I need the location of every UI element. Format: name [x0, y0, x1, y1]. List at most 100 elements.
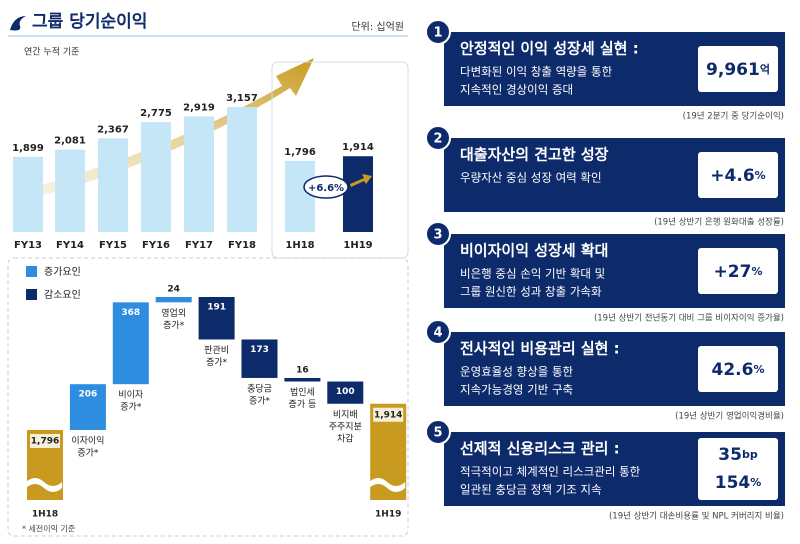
category-label: 이자이익	[71, 435, 104, 447]
figure-value: 42.6	[712, 360, 754, 380]
x-tick-label: 1H19	[375, 510, 401, 520]
figure-value: 154	[715, 473, 751, 493]
figure: 42.6%	[712, 360, 765, 380]
figure-value: 35	[718, 445, 742, 465]
value-label: 2,775	[140, 108, 172, 119]
bar	[98, 138, 128, 232]
point-number: 1	[433, 26, 442, 41]
value-label: 1,914	[374, 410, 402, 420]
waterfall-bar	[241, 339, 278, 378]
figure-box	[698, 248, 778, 294]
value-label: 1,899	[12, 143, 44, 154]
legend-swatch	[26, 289, 37, 300]
figure-box	[698, 46, 778, 92]
point-desc: 그룹 원신한 성과 창출 가속화	[460, 285, 602, 299]
category-label: 주주지분	[329, 421, 362, 432]
legend-label: 증가요인	[44, 266, 81, 278]
figure-value: +27	[714, 262, 752, 282]
value-label: 1,796	[31, 437, 59, 447]
value-label: 2,919	[183, 102, 215, 113]
point-desc: 다변화된 이익 창출 역량을 통한	[460, 65, 613, 79]
figure-value: +4.6	[710, 166, 754, 186]
point-note: (19년 상반기 대손비용률 및 NPL 커버리지 비율)	[609, 511, 784, 522]
figure: 154%	[715, 473, 762, 493]
value-label: 24	[167, 285, 180, 295]
figure-box	[698, 152, 778, 198]
x-tick-label: FY18	[228, 240, 256, 251]
bar	[55, 149, 85, 232]
figure-box	[698, 438, 778, 500]
point-badge	[425, 319, 451, 345]
value-label: 2,081	[54, 136, 86, 147]
figure-unit: %	[753, 363, 764, 376]
category-label: 증가*	[120, 402, 142, 413]
unit-label: 단위: 십억원	[351, 20, 404, 33]
value-label: 1,796	[284, 147, 316, 158]
figure: 9,961억	[706, 60, 770, 80]
x-tick-label: FY15	[99, 240, 127, 251]
point-badge	[425, 221, 451, 247]
bar	[227, 107, 257, 232]
bar	[13, 156, 43, 232]
legend-label: 감소요인	[44, 289, 81, 301]
point-note: (19년 상반기 은행 원화대출 성장률)	[654, 217, 784, 228]
waterfall-bar	[284, 377, 321, 382]
label-box	[373, 407, 404, 422]
category-label: 증가 등	[289, 399, 317, 410]
point-badge	[425, 19, 451, 45]
figure-unit: %	[751, 265, 762, 278]
growth-badge	[303, 175, 349, 199]
figure-box	[698, 346, 778, 392]
point-note: (19년 상반기 영업이익경비율)	[675, 411, 784, 422]
waterfall-bar	[69, 384, 106, 430]
category-label: 비지배	[333, 409, 358, 420]
bar	[184, 116, 214, 232]
x-tick-label: FY13	[14, 240, 42, 251]
point-desc: 운영효율성 향상을 통한	[460, 365, 574, 379]
value-label: 206	[79, 390, 98, 400]
point-title: 대출자산의 견고한 성장	[460, 146, 609, 164]
point-desc: 적극적이고 체계적인 리스크관리 통한	[460, 465, 641, 479]
x-tick-label: FY17	[185, 240, 213, 251]
category-label: 법인세	[290, 387, 315, 398]
figure: 35bp	[718, 445, 758, 465]
figure: +4.6%	[710, 166, 765, 186]
value-label: 191	[207, 303, 226, 313]
growth-label: +6.6%	[308, 183, 344, 194]
x-tick-label: 1H18	[285, 240, 314, 251]
category-label: 증가*	[77, 448, 99, 459]
legend-swatch	[26, 266, 37, 277]
point-number: 4	[433, 326, 442, 341]
logo-icon	[10, 16, 26, 31]
x-tick-label: FY14	[56, 240, 84, 251]
category-label: 증가*	[206, 357, 228, 368]
point-note: (19년 상반기 전년동기 대비 그룹 비이자이익 증가율)	[594, 313, 784, 324]
figure-unit: %	[755, 169, 766, 182]
x-tick-label: 1H19	[343, 240, 372, 251]
category-label: 영업외	[161, 307, 186, 319]
point-desc: 지속적인 경상이익 증대	[460, 83, 573, 97]
figure: +27%	[714, 262, 763, 282]
axis-break	[26, 478, 62, 492]
bar	[285, 160, 315, 232]
page-title: 그룹 당기순이익	[32, 12, 147, 32]
waterfall-bar	[198, 297, 235, 340]
point-title: 선제적 신용리스크 관리 :	[460, 440, 620, 458]
value-label: 100	[336, 387, 355, 397]
point-desc: 일관된 충당금 정책 기조 지속	[460, 483, 602, 497]
figure-unit: bp	[742, 448, 758, 461]
point-badge	[425, 125, 451, 151]
point-title: 전사적인 비용관리 실현 :	[460, 340, 620, 358]
bar	[343, 156, 373, 232]
x-tick-label: 1H18	[32, 510, 58, 520]
waterfall-bar	[327, 381, 364, 404]
bar	[141, 122, 171, 232]
label-box	[30, 434, 60, 448]
value-label: 16	[296, 365, 309, 375]
category-label: 판관비	[204, 345, 229, 356]
point-badge	[425, 419, 451, 445]
point-title: 비이자이익 성장세 확대	[460, 242, 608, 260]
point-number: 2	[433, 132, 442, 147]
category-label: 차감	[337, 432, 354, 444]
